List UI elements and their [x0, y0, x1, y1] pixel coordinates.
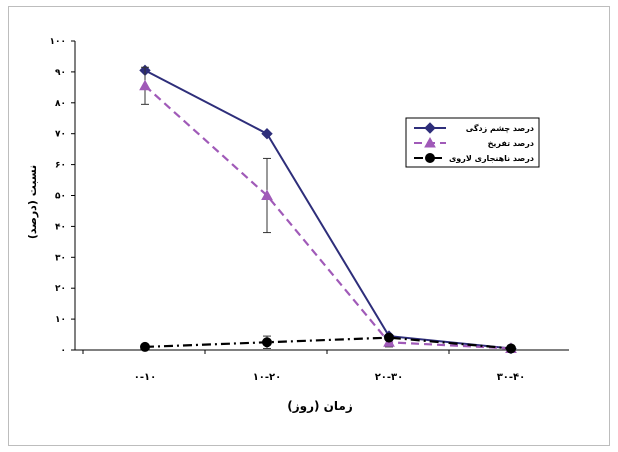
data-point: [139, 79, 151, 91]
y-tick-label: ۵۰: [55, 192, 66, 202]
series-line: [144, 336, 512, 350]
legend-swatch-marker: [424, 122, 436, 134]
chart-frame: ۰ ۱۰ ۲۰ ۳۰ ۴۰ ۵۰ ۶۰ ۷۰ ۸۰ ۹۰ ۱۰۰ ۰-۱۰ ۱۰-۲۰ ۲۰-۳۰ ۳۰-…: [8, 6, 610, 446]
y-tick-label: ۷۰: [55, 130, 66, 140]
y-tick-label: ۹۰: [55, 68, 66, 78]
y-tick-label: ۲۰: [55, 284, 66, 294]
series-line: [144, 69, 512, 350]
y-axis-ticks: ۰ ۱۰ ۲۰ ۳۰ ۴۰ ۵۰ ۶۰ ۷۰ ۸۰ ۹۰ ۱۰۰: [50, 37, 75, 356]
data-point: [140, 341, 150, 352]
y-axis-label: نسبت (درصد): [26, 165, 39, 239]
y-tick-label: ۴۰: [55, 222, 66, 232]
data-point: [262, 337, 272, 348]
legend-swatch-marker: [425, 153, 435, 163]
line-chart: ۰ ۱۰ ۲۰ ۳۰ ۴۰ ۵۰ ۶۰ ۷۰ ۸۰ ۹۰ ۱۰۰ ۰-۱۰ ۱۰-۲۰ ۲۰-۳۰ ۳۰-…: [26, 37, 569, 414]
data-point: [261, 127, 273, 140]
x-axis-label: زمان (روز): [287, 399, 353, 414]
x-tick-label: ۱۰-۲۰: [253, 372, 282, 383]
y-tick-label: ۱۰۰: [50, 37, 66, 47]
legend: درصد چشم زدگی درصد تفریخ درصد ناهنجاری لار…: [405, 117, 540, 168]
series-line: [144, 84, 512, 350]
legend-swatch-marker: [424, 136, 436, 148]
series-2: [139, 66, 517, 353]
legend-entry: درصد چشم زدگی: [414, 122, 534, 134]
y-tick-label: ۸۰: [55, 99, 66, 109]
legend-label: درصد ناهنجاری لاروی: [449, 154, 534, 163]
series-1: [139, 64, 517, 355]
y-tick-label: ۶۰: [55, 161, 66, 171]
y-tick-label: ۰: [61, 346, 67, 356]
data-point: [261, 189, 273, 200]
y-tick-label: ۳۰: [55, 253, 66, 263]
x-tick-label: ۰-۱۰: [134, 372, 156, 383]
x-axis-ticks: ۰-۱۰ ۱۰-۲۰ ۲۰-۳۰ ۳۰-۴۰: [82, 350, 526, 383]
legend-label: درصد تفریخ: [488, 139, 534, 148]
legend-label: درصد چشم زدگی: [466, 123, 534, 133]
y-tick-label: ۱۰: [55, 315, 66, 325]
x-tick-label: ۲۰-۳۰: [375, 372, 404, 383]
x-tick-label: ۳۰-۴۰: [497, 372, 526, 383]
legend-entry: درصد ناهنجاری لاروی: [414, 153, 534, 163]
series-group: [139, 64, 517, 355]
legend-entry: درصد تفریخ: [414, 136, 534, 148]
data-point: [506, 343, 516, 354]
series-3: [140, 332, 516, 354]
data-point: [384, 332, 394, 343]
